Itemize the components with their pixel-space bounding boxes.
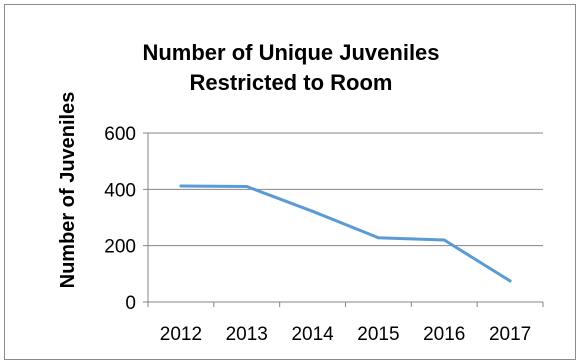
series-line-0 — [179, 184, 512, 283]
y-tick-label-600: 600 — [104, 124, 136, 145]
chart-title: Number of Unique Juveniles Restricted to… — [0, 38, 582, 98]
data-point-2016 — [442, 238, 446, 242]
x-tick-label-2016: 2016 — [423, 324, 465, 345]
data-point-2015 — [376, 236, 380, 240]
x-tick-label-2015: 2015 — [357, 324, 399, 345]
data-point-2014 — [311, 209, 315, 213]
chart-title-line-1: Number of Unique Juveniles — [142, 40, 440, 65]
y-tick-label-0: 0 — [125, 293, 136, 314]
data-point-2017 — [508, 279, 512, 283]
y-tick-label-400: 400 — [104, 180, 136, 201]
x-tick-label-2012: 2012 — [160, 324, 202, 345]
data-point-2013 — [245, 185, 249, 189]
data-point-2012 — [179, 184, 183, 188]
x-tick-label-2014: 2014 — [291, 324, 334, 345]
x-tick-label-2013: 2013 — [226, 324, 268, 345]
x-tick-label-2017: 2017 — [489, 324, 531, 345]
chart-title-line-2: Restricted to Room — [189, 70, 393, 95]
chart-frame — [4, 4, 576, 360]
y-tick-label-200: 200 — [104, 237, 136, 258]
